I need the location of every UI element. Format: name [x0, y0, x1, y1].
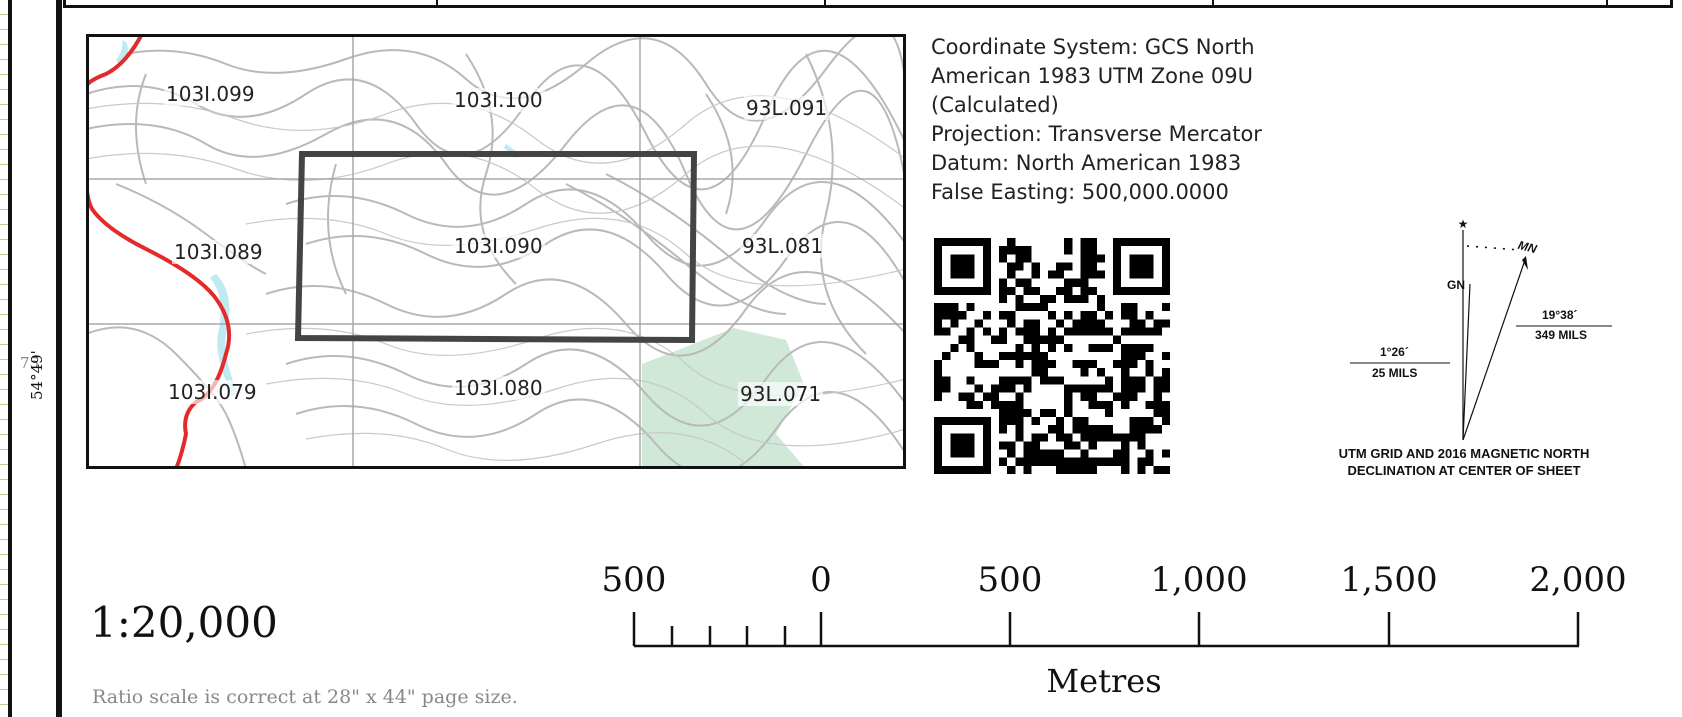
ratio-scale-note: Ratio scale is correct at 28" x 44" page… — [92, 686, 518, 708]
scale-bar-label: 1,000 — [1150, 560, 1248, 600]
declination-diagram: ★ GN MN 1°26´ 25 MILS 19°38´ 349 MILS UT… — [1300, 210, 1630, 490]
scale-bar-label: 500 — [601, 560, 667, 600]
coordinate-system-line: American 1983 UTM Zone 09U — [931, 64, 1253, 88]
tile-label: 103I.079 — [166, 380, 259, 404]
index-map: 103I.099 103I.100 93L.091 103I.089 103I.… — [83, 25, 907, 477]
tile-label: 103I.099 — [164, 82, 257, 106]
gn-label: GN — [1447, 278, 1465, 292]
tile-label: 103I.089 — [172, 240, 265, 264]
margin-tick-label: 75 — [20, 354, 40, 372]
tile-grid — [86, 34, 906, 469]
tile-label: 103I.100 — [452, 88, 545, 112]
tile-label: 93L.071 — [738, 382, 824, 406]
left-map-margin: 75 54°49' — [0, 0, 64, 717]
current-sheet-outline — [294, 151, 698, 344]
tile-label: 103I.080 — [452, 376, 545, 400]
magnetic-mils-label: 349 MILS — [1535, 328, 1588, 342]
scale-bar-label: 500 — [977, 560, 1043, 600]
star-icon: ★ — [1458, 217, 1469, 231]
scale-bar-units: Metres — [1046, 662, 1162, 700]
datum-line: Datum: North American 1983 — [931, 151, 1242, 175]
top-border-panel — [63, 0, 1673, 8]
grid-mils-label: 25 MILS — [1372, 366, 1418, 380]
projection-line: Projection: Transverse Mercator — [931, 122, 1262, 146]
tile-label: 93L.081 — [740, 234, 826, 258]
forest-area — [642, 328, 806, 469]
latitude-label: 54°49' — [28, 350, 46, 400]
tile-label: 103I.090 — [452, 234, 545, 258]
scale-bar-label: 0 — [810, 560, 832, 600]
declination-caption: UTM GRID AND 2016 MAGNETIC NORTH — [1338, 446, 1590, 461]
scale-bar-label: 1,500 — [1340, 560, 1438, 600]
coordinate-system-line: (Calculated) — [931, 93, 1059, 117]
scale-bar — [630, 610, 1586, 650]
qr-code-icon — [934, 238, 1170, 474]
false-easting-line: False Easting: 500,000.0000 — [931, 180, 1229, 204]
road-line — [83, 33, 232, 470]
ratio-scale: 1:20,000 — [90, 598, 278, 647]
grid-angle-label: 1°26´ — [1380, 345, 1409, 359]
tile-label: 93L.091 — [744, 96, 830, 120]
magnetic-angle-label: 19°38´ — [1542, 308, 1578, 322]
coordinate-system-line: Coordinate System: GCS North — [931, 35, 1255, 59]
scale-bar-label: 2,000 — [1529, 560, 1627, 600]
declination-caption: DECLINATION AT CENTER OF SHEET — [1347, 463, 1581, 478]
